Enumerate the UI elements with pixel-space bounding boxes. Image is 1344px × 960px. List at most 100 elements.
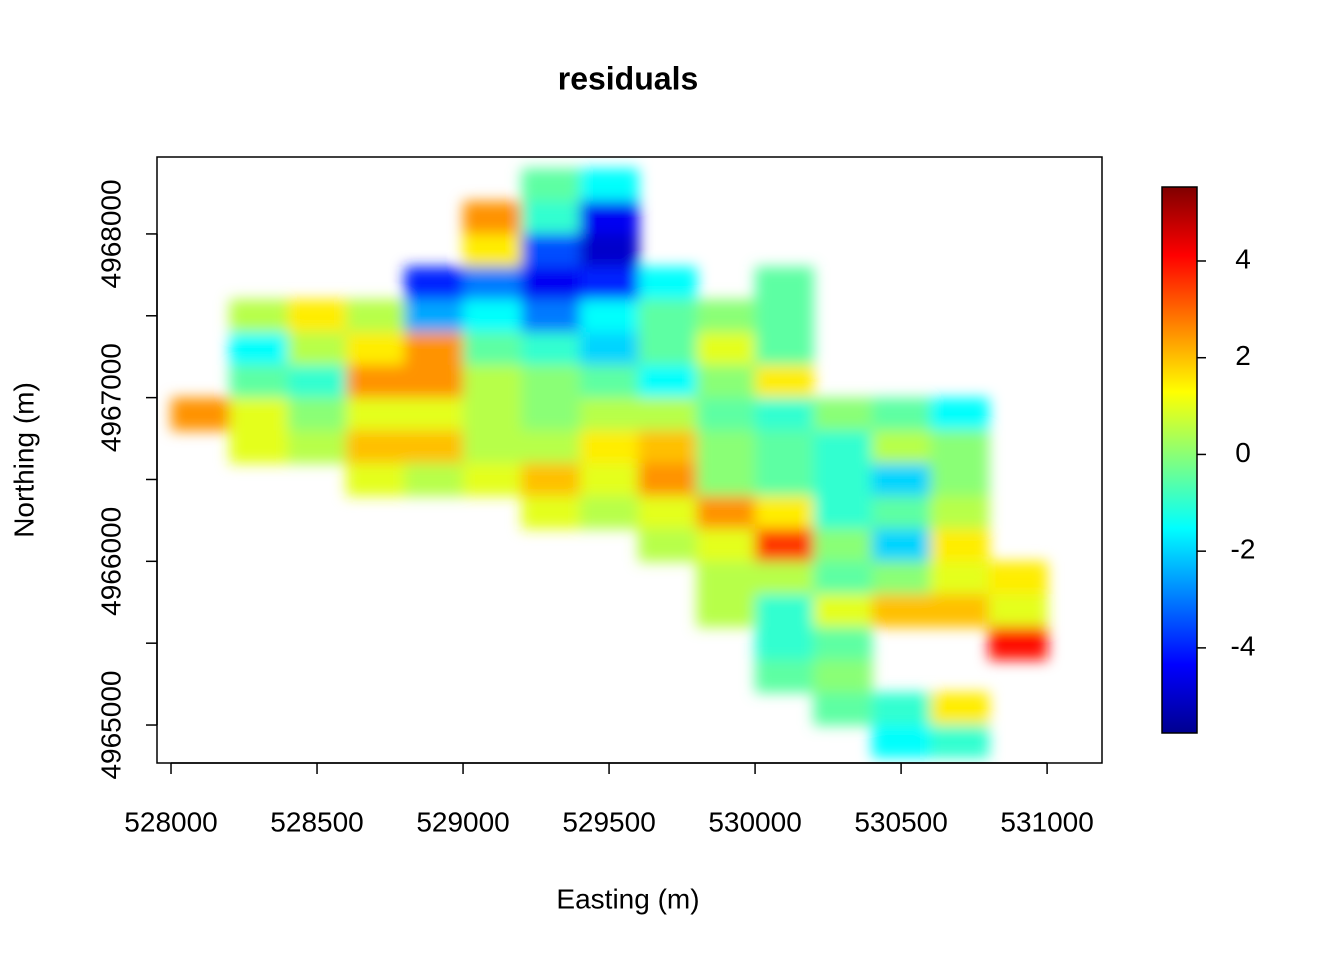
raster-cell <box>463 463 522 497</box>
raster-cell <box>579 201 639 235</box>
raster-cell <box>871 725 931 759</box>
raster-cell <box>696 397 756 431</box>
raster-cell <box>813 594 873 628</box>
y-tick-label: 4968000 <box>95 179 126 288</box>
raster-cell <box>463 397 522 431</box>
raster-cell <box>871 561 931 595</box>
raster-cell <box>579 168 639 202</box>
raster-cell <box>404 332 464 366</box>
raster-cell <box>813 463 873 497</box>
raster-cell <box>755 594 814 628</box>
raster-cell <box>696 364 756 399</box>
raster-cell <box>696 299 756 333</box>
raster-cell <box>463 364 522 399</box>
raster-cells <box>171 168 1048 759</box>
raster-cell <box>813 495 873 530</box>
raster-cell <box>871 397 931 431</box>
raster-cell <box>404 430 464 464</box>
raster-cell <box>579 299 639 333</box>
raster-cell <box>463 266 522 300</box>
x-tick-label: 529500 <box>562 806 655 837</box>
y-tick-label: 4966000 <box>95 507 126 616</box>
raster-cell <box>638 299 698 333</box>
raster-cell <box>346 463 406 497</box>
raster-cell <box>930 463 990 497</box>
y-tick-label: 4965000 <box>95 671 126 780</box>
colorbar-tick-label: 4 <box>1235 243 1251 274</box>
raster-cell <box>579 430 639 464</box>
raster-cell <box>229 364 289 399</box>
raster-cell <box>755 430 814 464</box>
raster-cell <box>463 233 522 268</box>
raster-cell <box>521 430 581 464</box>
raster-cell <box>696 594 756 628</box>
raster-cell <box>521 364 581 399</box>
raster-cell <box>287 397 347 431</box>
raster-cell <box>813 659 873 693</box>
colorbar-tick-label: -2 <box>1231 534 1256 565</box>
raster-cell <box>521 397 581 431</box>
raster-cell <box>755 659 814 693</box>
raster-cell <box>755 332 814 366</box>
raster-cell <box>638 528 698 562</box>
raster-cell <box>463 201 522 235</box>
colorbar-tick-label: 0 <box>1235 437 1251 468</box>
raster-cell <box>287 364 347 399</box>
raster-cell <box>638 430 698 464</box>
raster-cell <box>346 332 406 366</box>
colorbar-tick-label: -4 <box>1231 630 1256 661</box>
raster-cell <box>930 561 990 595</box>
raster-cell <box>638 364 698 399</box>
raster-cell <box>755 364 814 399</box>
raster-cell <box>755 266 814 300</box>
x-tick-label: 528000 <box>124 806 217 837</box>
raster-cell <box>871 463 931 497</box>
raster-cell <box>404 266 464 300</box>
raster-cell <box>755 463 814 497</box>
raster-cell <box>229 397 289 431</box>
raster-cell <box>638 495 698 530</box>
x-tick-label: 531000 <box>1000 806 1093 837</box>
raster-cell <box>287 299 347 333</box>
raster-cell <box>930 725 990 759</box>
raster-cell <box>638 463 698 497</box>
x-axis-label: Easting (m) <box>556 883 699 914</box>
raster-cell <box>930 594 990 628</box>
raster-cell <box>638 397 698 431</box>
raster-cell <box>930 692 990 726</box>
raster-cell <box>171 397 230 431</box>
raster-cell <box>521 463 581 497</box>
raster-cell <box>755 561 814 595</box>
raster-cell <box>579 233 639 268</box>
raster-cell <box>813 561 873 595</box>
raster-cell <box>638 266 698 300</box>
raster-cell <box>521 266 581 300</box>
raster-cell <box>463 332 522 366</box>
x-tick-label: 530500 <box>854 806 947 837</box>
raster-cell <box>930 495 990 530</box>
raster-cell <box>813 692 873 726</box>
raster-cell <box>521 299 581 333</box>
raster-cell <box>813 626 873 661</box>
raster-cell <box>404 397 464 431</box>
x-tick-label: 528500 <box>270 806 363 837</box>
raster <box>171 168 1048 759</box>
raster-cell <box>696 561 756 595</box>
raster-cell <box>813 397 873 431</box>
raster-cell <box>404 463 464 497</box>
raster-cell <box>579 463 639 497</box>
colorbar-tick-label: 2 <box>1235 340 1251 371</box>
raster-cell <box>988 626 1048 661</box>
raster-cell <box>930 528 990 562</box>
raster-cell <box>579 495 639 530</box>
raster-cell <box>696 332 756 366</box>
raster-cell <box>696 463 756 497</box>
raster-cell <box>287 332 347 366</box>
chart-title: residuals <box>558 60 699 96</box>
raster-cell <box>755 299 814 333</box>
colorbar <box>1161 186 1198 734</box>
raster-cell <box>463 430 522 464</box>
raster-cell <box>579 397 639 431</box>
raster-cell <box>346 364 406 399</box>
